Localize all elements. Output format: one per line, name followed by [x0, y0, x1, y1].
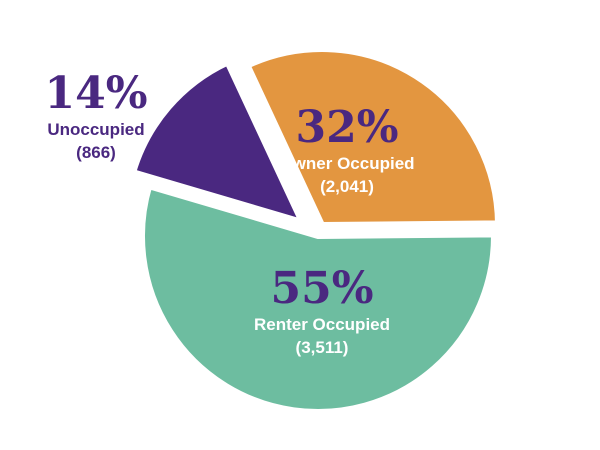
slice-percent-owner-occupied: 32% — [295, 102, 398, 153]
slice-count-unoccupied: (866) — [76, 143, 116, 162]
slice-count-renter-occupied: (3,511) — [296, 338, 349, 357]
slice-label-renter-occupied: Renter Occupied — [254, 315, 390, 334]
slice-label-unoccupied: Unoccupied — [47, 120, 144, 139]
pie-labels: 32%Owner Occupied (2,041) 55%Renter Occupi… — [44, 68, 414, 357]
slice-percent-renter-occupied: 55% — [270, 263, 373, 314]
pie-slice-unoccupied — [129, 58, 308, 227]
slice-label-owner-occupied: Owner Occupied — [279, 154, 414, 173]
pie-slice-renter-occupied — [139, 182, 497, 415]
slice-percent-unoccupied: 14% — [44, 68, 147, 119]
pie-slice-owner-occupied — [243, 46, 502, 229]
slice-count-owner-occupied: (2,041) — [320, 177, 374, 196]
pie-slices — [129, 46, 502, 415]
